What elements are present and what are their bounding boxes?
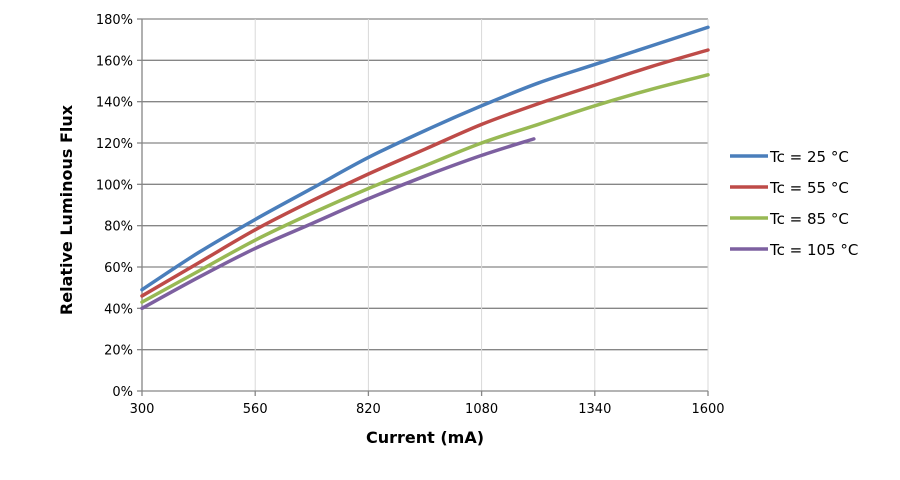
grid	[142, 18, 709, 391]
y-axis-title: Relative Luminous Flux	[57, 104, 76, 315]
series-line-3	[140, 137, 536, 311]
x-axis-title: Current (mA)	[366, 428, 484, 447]
y-tick-label: 20%	[104, 344, 133, 359]
legend-label: Tc = 85 °C	[769, 210, 849, 228]
x-tick-label: 300	[130, 402, 155, 417]
series-line-2	[140, 73, 710, 304]
y-tick-label: 80%	[104, 220, 133, 235]
legend-label: Tc = 55 °C	[769, 179, 849, 197]
legend-label: Tc = 25 °C	[769, 148, 849, 166]
y-tick-label: 140%	[96, 96, 133, 111]
series-line-0	[140, 25, 710, 292]
series-line-1	[140, 48, 710, 298]
x-tick-label: 560	[243, 402, 268, 417]
x-tick-label: 1080	[465, 402, 498, 417]
y-tick-label: 40%	[104, 302, 133, 317]
axes: 0% 20% 40% 60% 80% 100% 120% 140% 160% 180% 300 560…	[96, 13, 725, 417]
x-tick-label: 1340	[578, 402, 611, 417]
legend: Tc = 25 °C Tc = 55 °C Tc = 85 °C Tc = 105 °…	[730, 148, 858, 259]
y-tick-label: 100%	[96, 178, 133, 193]
y-tick-label: 120%	[96, 137, 133, 152]
legend-label: Tc = 105 °C	[769, 241, 858, 259]
x-tick-label: 1600	[691, 402, 724, 417]
y-tick-label: 160%	[96, 54, 133, 69]
y-tick-label: 180%	[96, 13, 133, 28]
y-tick-label: 60%	[104, 261, 133, 276]
x-tick-label: 820	[356, 402, 381, 417]
series-lines	[140, 25, 710, 311]
y-tick-label: 0%	[112, 385, 133, 400]
